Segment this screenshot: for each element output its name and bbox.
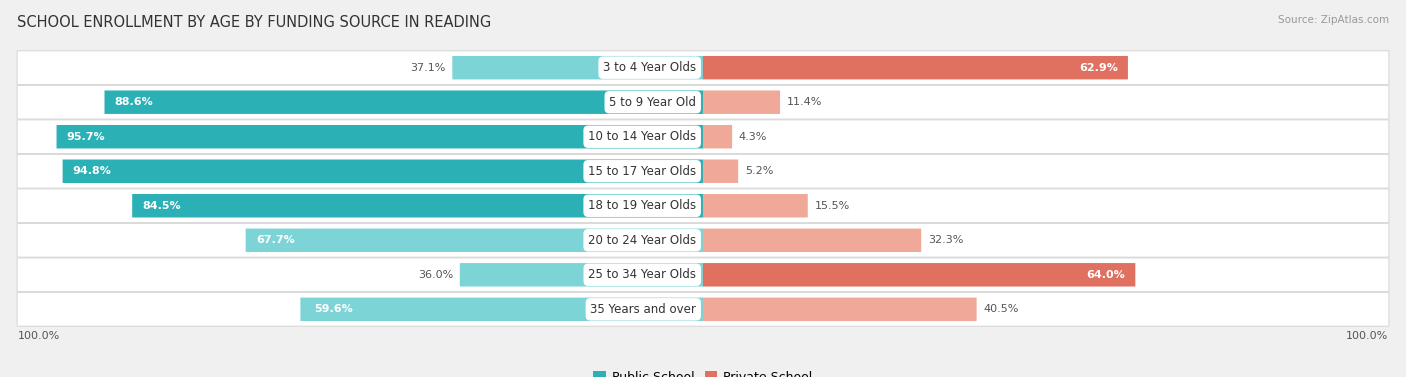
Text: 100.0%: 100.0% — [1347, 331, 1389, 342]
FancyBboxPatch shape — [460, 263, 703, 287]
Text: 3 to 4 Year Olds: 3 to 4 Year Olds — [603, 61, 696, 74]
FancyBboxPatch shape — [453, 56, 703, 80]
FancyBboxPatch shape — [703, 90, 780, 114]
Text: 62.9%: 62.9% — [1078, 63, 1118, 73]
Text: SCHOOL ENROLLMENT BY AGE BY FUNDING SOURCE IN READING: SCHOOL ENROLLMENT BY AGE BY FUNDING SOUR… — [17, 15, 491, 30]
Text: 25 to 34 Year Olds: 25 to 34 Year Olds — [588, 268, 696, 281]
FancyBboxPatch shape — [703, 159, 738, 183]
Text: 5.2%: 5.2% — [745, 166, 773, 176]
Text: 95.7%: 95.7% — [66, 132, 105, 142]
Text: 100.0%: 100.0% — [17, 331, 59, 342]
Text: Source: ZipAtlas.com: Source: ZipAtlas.com — [1278, 15, 1389, 25]
Text: 5 to 9 Year Old: 5 to 9 Year Old — [609, 96, 696, 109]
FancyBboxPatch shape — [301, 297, 703, 321]
Text: 84.5%: 84.5% — [142, 201, 181, 211]
FancyBboxPatch shape — [17, 223, 1389, 257]
FancyBboxPatch shape — [17, 258, 1389, 292]
FancyBboxPatch shape — [703, 125, 733, 149]
FancyBboxPatch shape — [132, 194, 703, 218]
FancyBboxPatch shape — [703, 228, 921, 252]
FancyBboxPatch shape — [17, 189, 1389, 223]
Text: 37.1%: 37.1% — [411, 63, 446, 73]
FancyBboxPatch shape — [17, 51, 1389, 84]
Text: 94.8%: 94.8% — [73, 166, 111, 176]
Text: 20 to 24 Year Olds: 20 to 24 Year Olds — [588, 234, 696, 247]
Text: 10 to 14 Year Olds: 10 to 14 Year Olds — [588, 130, 696, 143]
FancyBboxPatch shape — [17, 120, 1389, 154]
Legend: Public School, Private School: Public School, Private School — [588, 366, 818, 377]
FancyBboxPatch shape — [17, 154, 1389, 188]
Text: 4.3%: 4.3% — [738, 132, 768, 142]
FancyBboxPatch shape — [246, 228, 703, 252]
FancyBboxPatch shape — [703, 56, 1128, 80]
FancyBboxPatch shape — [56, 125, 703, 149]
Text: 67.7%: 67.7% — [256, 235, 295, 245]
Text: 36.0%: 36.0% — [418, 270, 453, 280]
Text: 15.5%: 15.5% — [814, 201, 849, 211]
FancyBboxPatch shape — [104, 90, 703, 114]
FancyBboxPatch shape — [17, 85, 1389, 119]
Text: 11.4%: 11.4% — [787, 97, 823, 107]
FancyBboxPatch shape — [17, 293, 1389, 326]
FancyBboxPatch shape — [703, 263, 1135, 287]
Text: 15 to 17 Year Olds: 15 to 17 Year Olds — [588, 165, 696, 178]
Text: 40.5%: 40.5% — [983, 304, 1019, 314]
FancyBboxPatch shape — [703, 194, 808, 218]
Text: 18 to 19 Year Olds: 18 to 19 Year Olds — [588, 199, 696, 212]
FancyBboxPatch shape — [703, 297, 977, 321]
Text: 64.0%: 64.0% — [1087, 270, 1125, 280]
Text: 32.3%: 32.3% — [928, 235, 963, 245]
Text: 59.6%: 59.6% — [314, 304, 353, 314]
Text: 88.6%: 88.6% — [115, 97, 153, 107]
FancyBboxPatch shape — [63, 159, 703, 183]
Text: 35 Years and over: 35 Years and over — [591, 303, 696, 316]
